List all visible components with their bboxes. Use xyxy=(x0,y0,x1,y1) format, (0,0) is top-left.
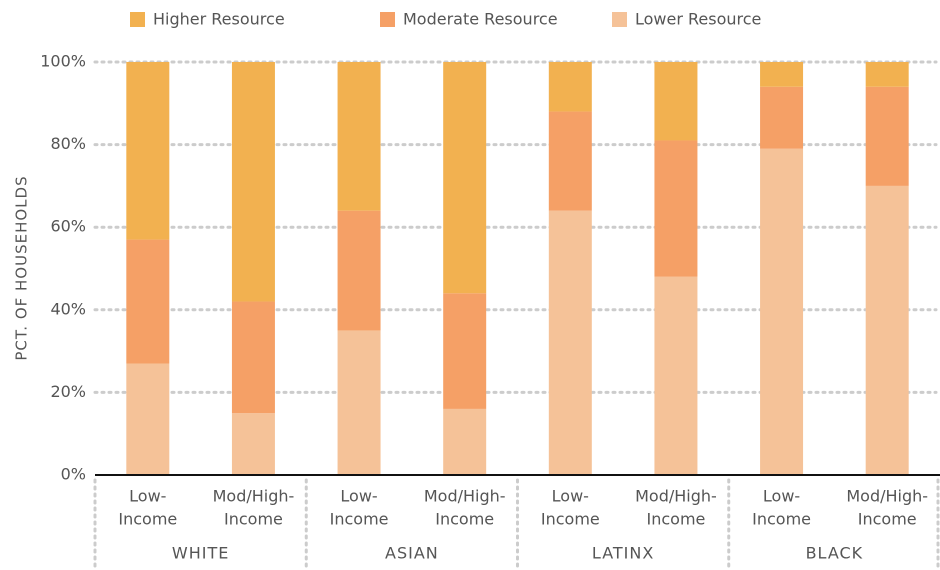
x-tick-label: Low- xyxy=(129,487,166,506)
bar-segment xyxy=(231,62,275,302)
x-tick-label: Income xyxy=(435,510,494,529)
x-tick-label: Mod/High- xyxy=(635,487,717,506)
bar-segment xyxy=(654,62,698,141)
x-tick-label: Low- xyxy=(340,487,377,506)
bar-segment xyxy=(337,62,381,211)
bar-segment xyxy=(548,62,592,112)
y-tick-label: 100% xyxy=(40,52,86,71)
bar-segment xyxy=(443,293,487,409)
legend-label: Higher Resource xyxy=(153,10,285,29)
x-tick-label: Mod/High- xyxy=(213,487,295,506)
x-tick-label: Income xyxy=(118,510,177,529)
bar-segment xyxy=(760,86,804,149)
x-tick-label: Income xyxy=(647,510,706,529)
bar-segment xyxy=(126,62,170,240)
legend-swatch xyxy=(130,12,145,27)
legend-label: Moderate Resource xyxy=(403,10,558,29)
y-tick-label: 40% xyxy=(50,299,86,318)
group-label: WHITE xyxy=(172,544,229,563)
group-label: BLACK xyxy=(806,544,864,563)
bar-segment xyxy=(548,210,592,475)
bar-segment xyxy=(126,239,170,364)
bar-segment xyxy=(548,111,592,211)
y-tick-label: 20% xyxy=(50,382,86,401)
legend-swatch xyxy=(380,12,395,27)
bar-segment xyxy=(126,363,170,475)
x-tick-label: Low- xyxy=(763,487,800,506)
bar-segment xyxy=(654,276,698,475)
x-tick-label: Mod/High- xyxy=(424,487,506,506)
x-tick-label: Income xyxy=(541,510,600,529)
y-tick-label: 60% xyxy=(50,217,86,236)
bar-segment xyxy=(231,301,275,414)
bar-segment xyxy=(865,62,909,87)
x-tick-label: Income xyxy=(330,510,389,529)
x-tick-label: Income xyxy=(224,510,283,529)
bar-segment xyxy=(337,330,381,475)
y-tick-label: 80% xyxy=(50,134,86,153)
bar-segment xyxy=(337,210,381,331)
x-tick-label: Income xyxy=(752,510,811,529)
bar-segment xyxy=(654,140,698,277)
bar-segment xyxy=(760,62,804,87)
bar-segment xyxy=(231,413,275,475)
legend-swatch xyxy=(612,12,627,27)
bar-segment xyxy=(760,148,804,476)
y-tick-label: 0% xyxy=(61,465,86,484)
group-label: LATINX xyxy=(592,544,654,563)
bar-segment xyxy=(865,86,909,186)
bar-segment xyxy=(443,408,487,475)
y-axis-label: PCT. OF HOUSEHOLDS xyxy=(13,175,31,360)
x-tick-label: Mod/High- xyxy=(846,487,928,506)
bar-segment xyxy=(865,185,909,475)
x-tick-label: Low- xyxy=(552,487,589,506)
group-label: ASIAN xyxy=(385,544,439,563)
bar-segment xyxy=(443,62,487,294)
x-tick-label: Income xyxy=(858,510,917,529)
legend-label: Lower Resource xyxy=(635,10,761,29)
